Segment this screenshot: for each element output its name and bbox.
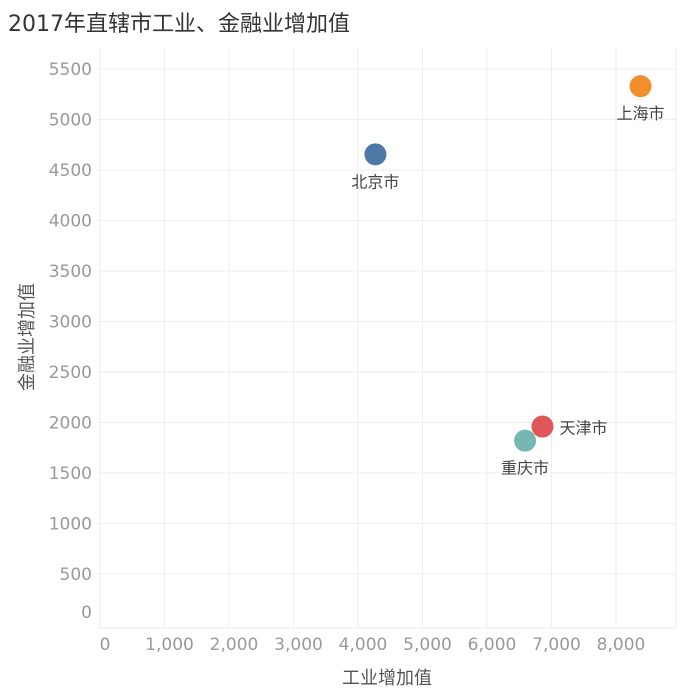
grid-layer xyxy=(98,48,677,629)
x-tick-label: 7,000 xyxy=(532,635,581,655)
y-tick-label: 2000 xyxy=(49,414,92,434)
x-tick-label: 1,000 xyxy=(145,635,194,655)
x-tick-label: 5,000 xyxy=(403,635,452,655)
x-tick-label: 0 xyxy=(100,635,111,655)
y-tick-labels: 0 500 1000 1500 2000 2500 3000 3500 4000 4500 5000… xyxy=(49,60,92,623)
x-tick-label: 2,000 xyxy=(210,635,259,655)
y-tick-label: 3000 xyxy=(49,313,92,333)
y-tick-label: 1000 xyxy=(49,515,92,535)
data-points xyxy=(364,75,652,452)
y-tick-label: 5000 xyxy=(49,111,92,131)
y-tick-label: 500 xyxy=(60,565,92,585)
y-tick-label: 0 xyxy=(81,603,92,623)
chart-title: 2017年直辖市工业、金融业增加值 xyxy=(8,12,350,37)
data-point xyxy=(629,75,652,98)
x-tick-label: 6,000 xyxy=(468,635,517,655)
y-axis-title: 金融业增加值 xyxy=(17,283,38,391)
x-tick-label: 3,000 xyxy=(274,635,323,655)
y-tick-label: 1500 xyxy=(49,464,92,484)
point-label: 天津市 xyxy=(559,419,607,438)
x-tick-labels: 0 1,000 2,000 3,000 4,000 5,000 6,000 7,000 8,00… xyxy=(100,635,646,655)
y-tick-label: 2500 xyxy=(49,363,92,383)
data-point xyxy=(514,429,537,452)
data-point xyxy=(364,143,387,166)
point-label: 上海市 xyxy=(617,104,665,123)
x-axis-title: 工业增加值 xyxy=(342,668,432,689)
y-tick-label: 4500 xyxy=(49,161,92,181)
y-tick-label: 5500 xyxy=(49,60,92,80)
data-point xyxy=(531,415,554,438)
x-tick-label: 4,000 xyxy=(339,635,388,655)
y-tick-label: 3500 xyxy=(49,262,92,282)
point-label: 北京市 xyxy=(351,172,399,191)
x-tick-label: 8,000 xyxy=(597,635,646,655)
point-label: 重庆市 xyxy=(501,459,549,478)
y-tick-label: 4000 xyxy=(49,212,92,232)
